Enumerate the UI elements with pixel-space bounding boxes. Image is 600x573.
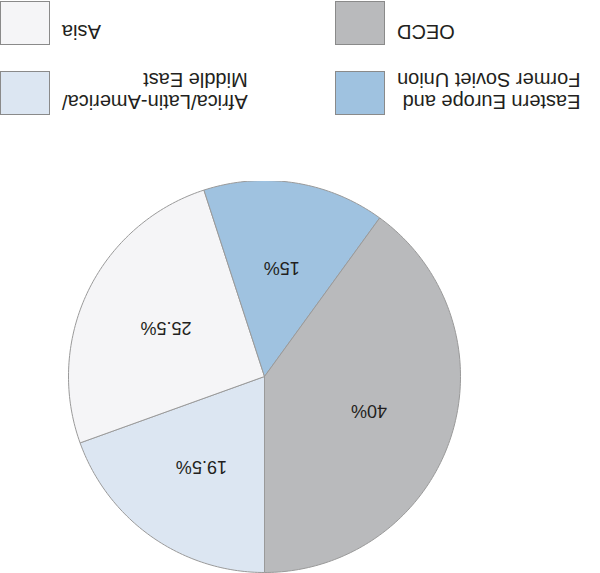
html-text:Asia: Asia <box>62 21 101 43</box>
html-text:OECD: OECD <box>397 21 455 43</box>
html-text:Eastern Europe and Former Sovi: Eastern Europe and Former Soviet Union <box>397 69 581 113</box>
svg-text:40%: 40% <box>351 401 387 421</box>
svg-text:25.5%: 25.5% <box>140 318 191 338</box>
svg-text:19.5%: 19.5% <box>176 457 227 477</box>
html-text:Africa/Latin-America/ Middle E: Africa/Latin-America/ Middle East <box>62 69 248 113</box>
svg-text:15%: 15% <box>264 258 300 278</box>
